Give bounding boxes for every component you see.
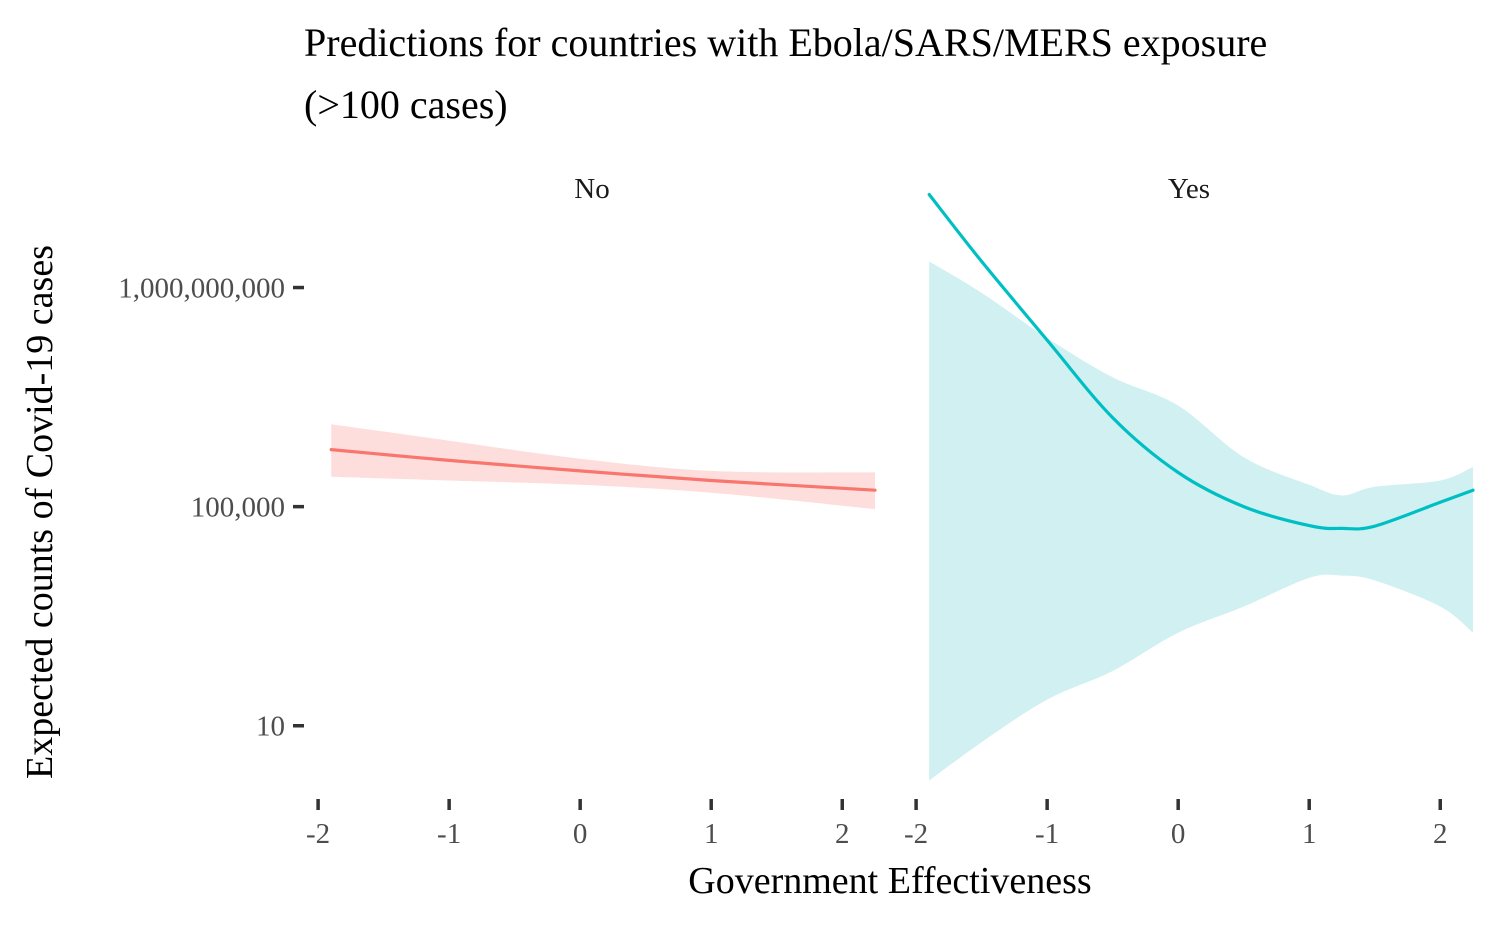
prediction-line-yes xyxy=(927,192,1475,531)
confidence-ribbon-yes xyxy=(929,261,1473,781)
chart-title-line-2: (>100 cases) xyxy=(304,82,508,127)
panel-strip-label-no: No xyxy=(574,173,609,205)
y-tick-label: 100,000 xyxy=(191,492,285,524)
confidence-ribbon-no xyxy=(331,424,875,510)
x-tick-label: 0 xyxy=(573,818,588,850)
x-tick-label: -2 xyxy=(306,818,330,850)
y-axis-title: Expected counts of Covid-19 cases xyxy=(19,245,61,779)
panel-yes xyxy=(927,192,1475,781)
x-axis-title: Government Effectiveness xyxy=(688,860,1091,902)
x-tick-label: 2 xyxy=(835,818,850,850)
y-tick-label: 10 xyxy=(256,711,285,743)
x-axis-no: -2 -1 0 1 2 xyxy=(306,799,849,850)
x-tick-label: -1 xyxy=(1035,818,1059,850)
x-axis-yes: -2 -1 0 1 2 xyxy=(904,799,1447,850)
prediction-line-no xyxy=(329,448,877,492)
x-tick-label: -1 xyxy=(437,818,461,850)
x-tick-label: 1 xyxy=(1302,818,1317,850)
chart-title-line-1: Predictions for countries with Ebola/SAR… xyxy=(304,20,1267,65)
y-tick-label: 1,000,000,000 xyxy=(118,273,285,305)
x-tick-label: 1 xyxy=(704,818,719,850)
x-tick-label: -2 xyxy=(904,818,928,850)
panel-strip-label-yes: Yes xyxy=(1168,173,1210,205)
x-tick-label: 0 xyxy=(1171,818,1186,850)
x-tick-label: 2 xyxy=(1433,818,1448,850)
y-axis: 10 100,000 1,000,000,000 xyxy=(118,273,304,743)
panel-no xyxy=(329,424,877,510)
